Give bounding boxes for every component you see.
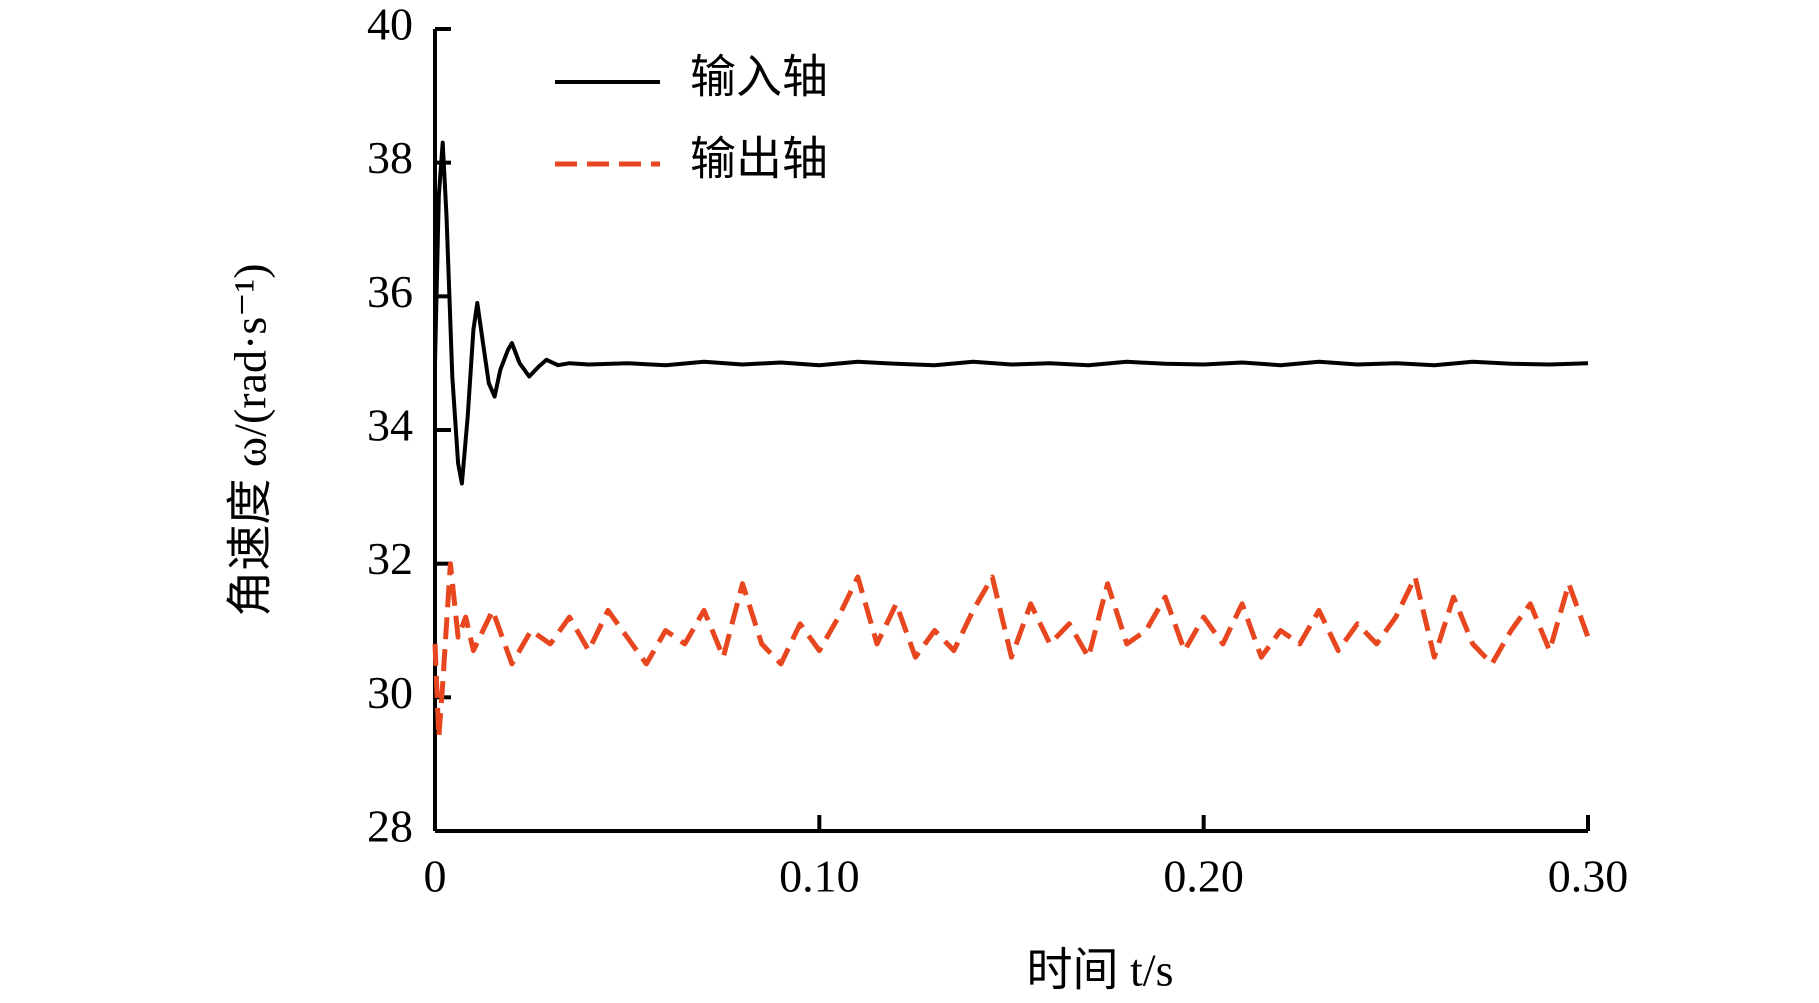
x-tick-label: 0.10 — [779, 851, 860, 902]
x-tick-label: 0.20 — [1163, 851, 1244, 902]
x-tick-label: 0.30 — [1548, 851, 1629, 902]
legend-label: 输出轴 — [690, 134, 828, 185]
y-tick-label: 32 — [367, 533, 413, 584]
y-tick-label: 38 — [367, 132, 413, 183]
y-axis-label: 角速度 ω/(rad·s⁻¹) — [225, 263, 276, 616]
legend-label: 输入轴 — [690, 52, 828, 103]
series-line — [433, 140, 1589, 486]
x-tick-label: 0 — [424, 851, 447, 902]
series-line — [432, 561, 1591, 740]
y-tick-label: 40 — [367, 0, 413, 50]
y-tick-label: 34 — [367, 400, 413, 451]
y-tick-label: 36 — [367, 266, 413, 317]
y-tick-label: 30 — [367, 667, 413, 718]
y-tick-label: 28 — [367, 801, 413, 852]
x-axis-label: 时间 t/s — [1027, 945, 1174, 996]
